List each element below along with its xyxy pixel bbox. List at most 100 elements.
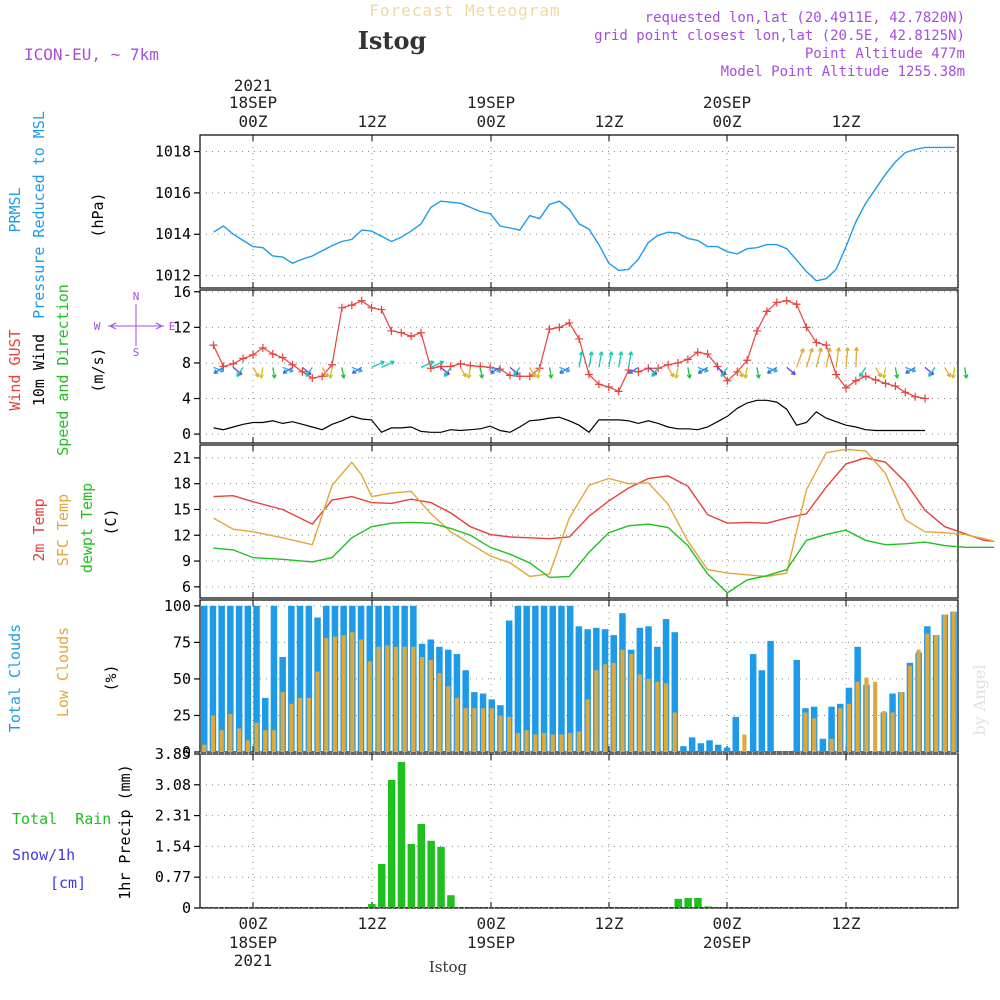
bar-low-clouds bbox=[515, 733, 520, 752]
wind-direction-arrow bbox=[767, 366, 778, 374]
wind-direction-arrow bbox=[467, 367, 472, 379]
low-clouds-label: Low Clouds bbox=[54, 627, 72, 717]
snow-unit-label: [cm] bbox=[50, 874, 86, 892]
panel-5: 0 0.77 1.54 2.31 3.08 3.85 bbox=[155, 745, 959, 917]
wind-arrow-head bbox=[548, 374, 554, 379]
bar-precip bbox=[387, 780, 396, 908]
gust-marker bbox=[426, 364, 435, 373]
wind-direction-arrow bbox=[667, 367, 675, 378]
bar-total-clouds bbox=[828, 706, 835, 752]
wind-direction-arrow bbox=[282, 366, 293, 374]
bar-low-clouds bbox=[524, 730, 529, 752]
panel-frame bbox=[199, 444, 959, 599]
bar-low-clouds bbox=[446, 686, 451, 752]
wind-arrow-head bbox=[697, 369, 703, 374]
wind-direction-arrow bbox=[301, 366, 312, 375]
gust-marker bbox=[644, 364, 653, 373]
gust-marker bbox=[417, 328, 426, 337]
bar-low-clouds bbox=[402, 646, 407, 752]
wind-arrow-head bbox=[791, 370, 796, 376]
prmsl-label: PRMSL bbox=[6, 187, 24, 232]
y-tick-label: 2.31 bbox=[155, 807, 191, 825]
dewpt-label: dewpt Temp bbox=[78, 483, 96, 573]
bar-total-clouds bbox=[253, 605, 260, 752]
bar-total-clouds bbox=[671, 632, 678, 752]
wind-direction-arrow bbox=[855, 347, 858, 368]
gust-marker bbox=[921, 394, 930, 403]
y-tick-label: 1012 bbox=[155, 267, 191, 285]
wind-direction-arrow bbox=[815, 347, 822, 368]
gust-marker bbox=[594, 380, 603, 389]
bar-precip bbox=[368, 904, 376, 908]
bar-low-clouds bbox=[245, 740, 250, 752]
gust-marker bbox=[308, 374, 317, 383]
gust-marker bbox=[782, 296, 791, 305]
wind-direction-arrow bbox=[805, 348, 813, 368]
panel-frame bbox=[199, 289, 959, 444]
series-wind-gust bbox=[212, 300, 926, 400]
y-tick-label: 0.77 bbox=[155, 868, 191, 886]
gust-marker bbox=[762, 307, 771, 316]
wind-arrow-head bbox=[669, 372, 675, 378]
bar-total-clouds bbox=[305, 605, 313, 752]
bar-low-clouds bbox=[280, 692, 285, 752]
bar-low-clouds bbox=[742, 734, 747, 752]
bar-total-clouds bbox=[235, 605, 243, 752]
bar-low-clouds bbox=[481, 708, 486, 752]
bar-total-clouds bbox=[819, 738, 827, 752]
wind-direction-arrow bbox=[905, 366, 916, 372]
bar-low-clouds bbox=[359, 639, 364, 752]
wind-arrow-head bbox=[213, 369, 219, 374]
speed-direction-label: Speed and Direction bbox=[54, 284, 72, 456]
bar-low-clouds bbox=[812, 718, 817, 752]
y-tick-label: 21 bbox=[173, 449, 191, 467]
gust-marker bbox=[456, 359, 465, 368]
gust-marker bbox=[881, 379, 890, 388]
wind10m-label: 10m Wind bbox=[30, 334, 48, 406]
wind-direction-arrow bbox=[628, 366, 639, 374]
gust-marker bbox=[812, 338, 821, 347]
wind-arrow-head bbox=[766, 369, 772, 374]
station-title: Istog bbox=[358, 26, 427, 55]
gust-marker bbox=[209, 341, 218, 350]
top-tick-12-1: 12Z bbox=[358, 112, 387, 131]
top-tick-00-2: 00Z bbox=[477, 112, 506, 131]
wind-arrow-head bbox=[808, 347, 814, 353]
y-tick-label: 25 bbox=[173, 706, 191, 724]
bar-low-clouds bbox=[664, 683, 669, 752]
bar-low-clouds bbox=[803, 712, 808, 752]
bar-low-clouds bbox=[420, 657, 425, 752]
gust-marker bbox=[387, 326, 396, 335]
bar-low-clouds bbox=[393, 646, 398, 752]
bar-total-clouds bbox=[549, 605, 556, 752]
bar-total-clouds bbox=[270, 605, 278, 752]
y-tick-label: 3.08 bbox=[155, 776, 191, 794]
bar-total-clouds bbox=[523, 605, 530, 752]
bar-low-clouds bbox=[942, 614, 947, 752]
bar-total-clouds bbox=[262, 697, 269, 752]
panel-3: 6 9 12 15 18 21 bbox=[173, 444, 959, 599]
gust-marker bbox=[861, 372, 870, 381]
bar-total-clouds bbox=[540, 605, 548, 752]
gust-marker bbox=[585, 370, 594, 379]
bar-low-clouds bbox=[585, 699, 590, 752]
wind-arrow-head bbox=[588, 351, 594, 356]
bar-precip bbox=[684, 898, 692, 908]
bar-low-clouds bbox=[367, 661, 372, 752]
wind-direction-arrow bbox=[272, 367, 276, 379]
series-wind-10m bbox=[213, 399, 925, 434]
bar-low-clouds bbox=[411, 646, 416, 752]
wind-arrow-head bbox=[608, 351, 614, 356]
wind-direction-arrow bbox=[882, 367, 887, 379]
wind-arrow-head bbox=[328, 374, 334, 379]
wind-arrow-head bbox=[928, 372, 933, 378]
temp-unit: (C) bbox=[102, 508, 120, 535]
gust-marker bbox=[545, 325, 554, 334]
y-tick-label: 0 bbox=[182, 743, 191, 761]
wind-arrow-head bbox=[618, 351, 624, 356]
top-day3: 20SEP bbox=[703, 93, 751, 112]
bar-total-clouds bbox=[767, 640, 774, 752]
bar-low-clouds bbox=[228, 714, 233, 752]
gust-marker bbox=[436, 362, 445, 371]
bar-precip bbox=[694, 898, 702, 908]
